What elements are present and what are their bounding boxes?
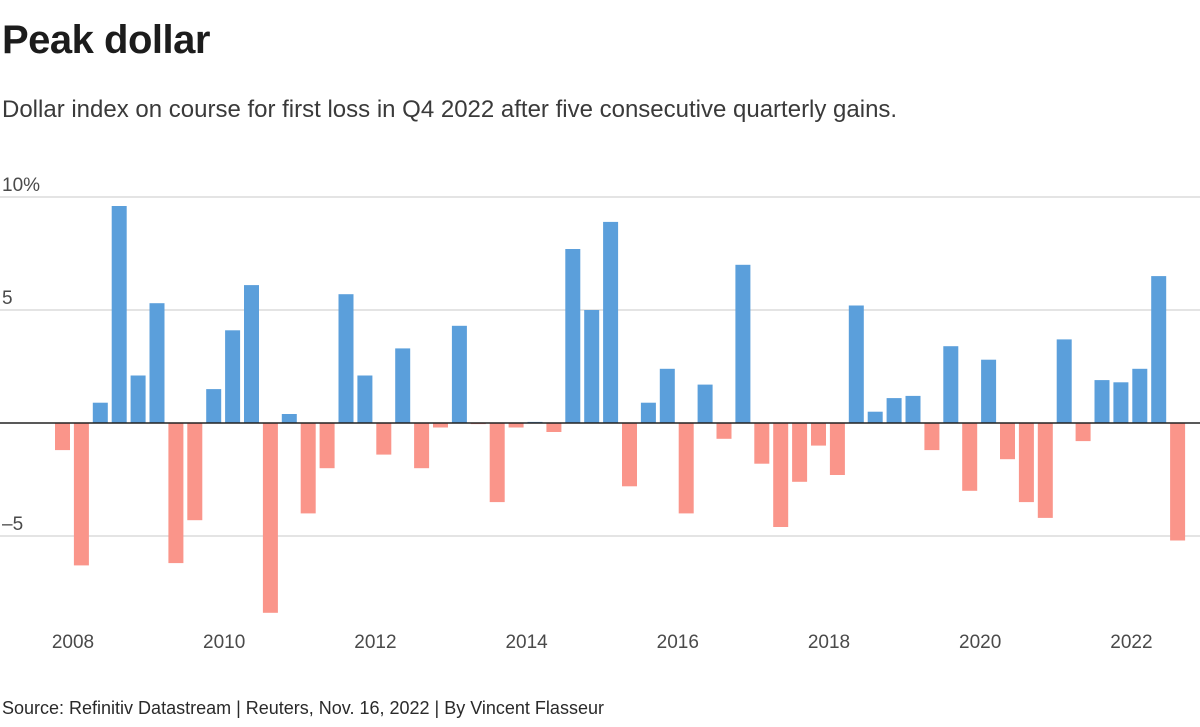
bar-2014-q4	[565, 249, 581, 423]
bar-2012-q2	[376, 423, 392, 455]
bar-2017-q2	[754, 423, 770, 464]
bar-2010-q4	[262, 423, 278, 613]
bar-2017-q1	[735, 264, 751, 423]
bar-2012-q4	[414, 423, 430, 469]
bar-2011-q4	[338, 294, 354, 423]
bar-2008-q4	[111, 206, 127, 423]
bar-2010-q3	[244, 285, 259, 423]
bar-2021-q4	[1094, 380, 1110, 423]
y-tick-label: 10%	[2, 175, 40, 196]
bar-2017-q4	[792, 423, 808, 482]
bar-2014-q3	[546, 423, 562, 432]
bar-2019-q3	[924, 423, 940, 451]
x-axis-labels: 2008 2010 2012 2014 2016 2018 2020 2022	[52, 632, 1153, 653]
x-tick-label-2010: 2010	[203, 632, 245, 653]
bar-2011-q2	[300, 423, 316, 514]
bar-2022-q3	[1151, 276, 1167, 423]
x-tick-label-2016: 2016	[657, 632, 699, 653]
y-axis-labels: 10% 5 –5	[2, 175, 40, 535]
bar-2020-q3	[1000, 423, 1015, 460]
x-tick-label-2012: 2012	[354, 632, 396, 653]
bar-2015-q4	[640, 402, 656, 423]
bar-2018-q3	[848, 305, 864, 423]
x-tick-label-2014: 2014	[505, 632, 548, 653]
bar-2009-q1	[130, 375, 146, 423]
bar-2018-q2	[829, 423, 845, 475]
bar-2022-q4	[1170, 423, 1186, 541]
bar-2009-q2	[149, 303, 165, 423]
bar-2012-q1	[357, 375, 373, 423]
bar-2008-q3	[92, 402, 108, 423]
y-tick-label: 5	[2, 288, 13, 309]
bar-2021-q1	[1037, 423, 1053, 518]
bar-2008-q2	[73, 423, 89, 566]
bar-2016-q2	[678, 423, 694, 514]
bar-2021-q2	[1056, 339, 1072, 423]
bar-2011-q3	[319, 423, 335, 469]
gridlines	[0, 196, 1200, 537]
source-note: Source: Refinitiv Datastream | Reuters, …	[2, 698, 604, 718]
chart-subtitle: Dollar index on course for first loss in…	[2, 96, 898, 123]
bar-2015-q1	[584, 310, 600, 423]
bar-2008-q1	[55, 423, 70, 451]
bar-2013-q1	[433, 423, 448, 428]
bar-2022-q2	[1132, 368, 1148, 423]
bar-2011-q1	[281, 414, 297, 423]
bar-2019-q4	[943, 346, 959, 423]
bar-2016-q3	[697, 384, 713, 423]
bars	[55, 206, 1186, 613]
x-tick-label-2008: 2008	[52, 632, 94, 653]
bar-2013-q2	[451, 325, 467, 423]
bar-2017-q3	[773, 423, 789, 527]
x-tick-label-2018: 2018	[808, 632, 850, 653]
bar-2015-q3	[622, 423, 637, 487]
bar-2020-q2	[981, 359, 997, 423]
bar-2016-q4	[716, 423, 732, 439]
bar-2015-q2	[603, 221, 619, 423]
y-tick-label: –5	[2, 514, 23, 535]
chart-title: Peak dollar	[2, 18, 210, 62]
bar-2016-q1	[659, 368, 675, 423]
bar-2018-q4	[867, 411, 883, 423]
bar-2012-q3	[395, 348, 411, 423]
x-tick-label-2022: 2022	[1110, 632, 1152, 653]
bar-2021-q3	[1075, 423, 1091, 442]
bar-2010-q1	[206, 389, 222, 423]
bar-2009-q3	[168, 423, 184, 564]
bar-2022-q1	[1113, 382, 1129, 423]
bar-2018-q1	[811, 423, 826, 446]
bar-2009-q4	[187, 423, 203, 521]
bar-2020-q1	[962, 423, 978, 491]
bar-2010-q2	[225, 330, 241, 423]
x-tick-label-2020: 2020	[959, 632, 1001, 653]
bar-2019-q1	[886, 398, 902, 423]
bar-2013-q4	[489, 423, 505, 503]
bar-chart: 10% 5 –5 2008 2010 2012 2014 2016 2018 2020 2022	[0, 175, 1200, 653]
bar-2020-q4	[1018, 423, 1034, 503]
bar-2019-q2	[905, 395, 921, 423]
bar-2014-q1	[508, 423, 524, 428]
